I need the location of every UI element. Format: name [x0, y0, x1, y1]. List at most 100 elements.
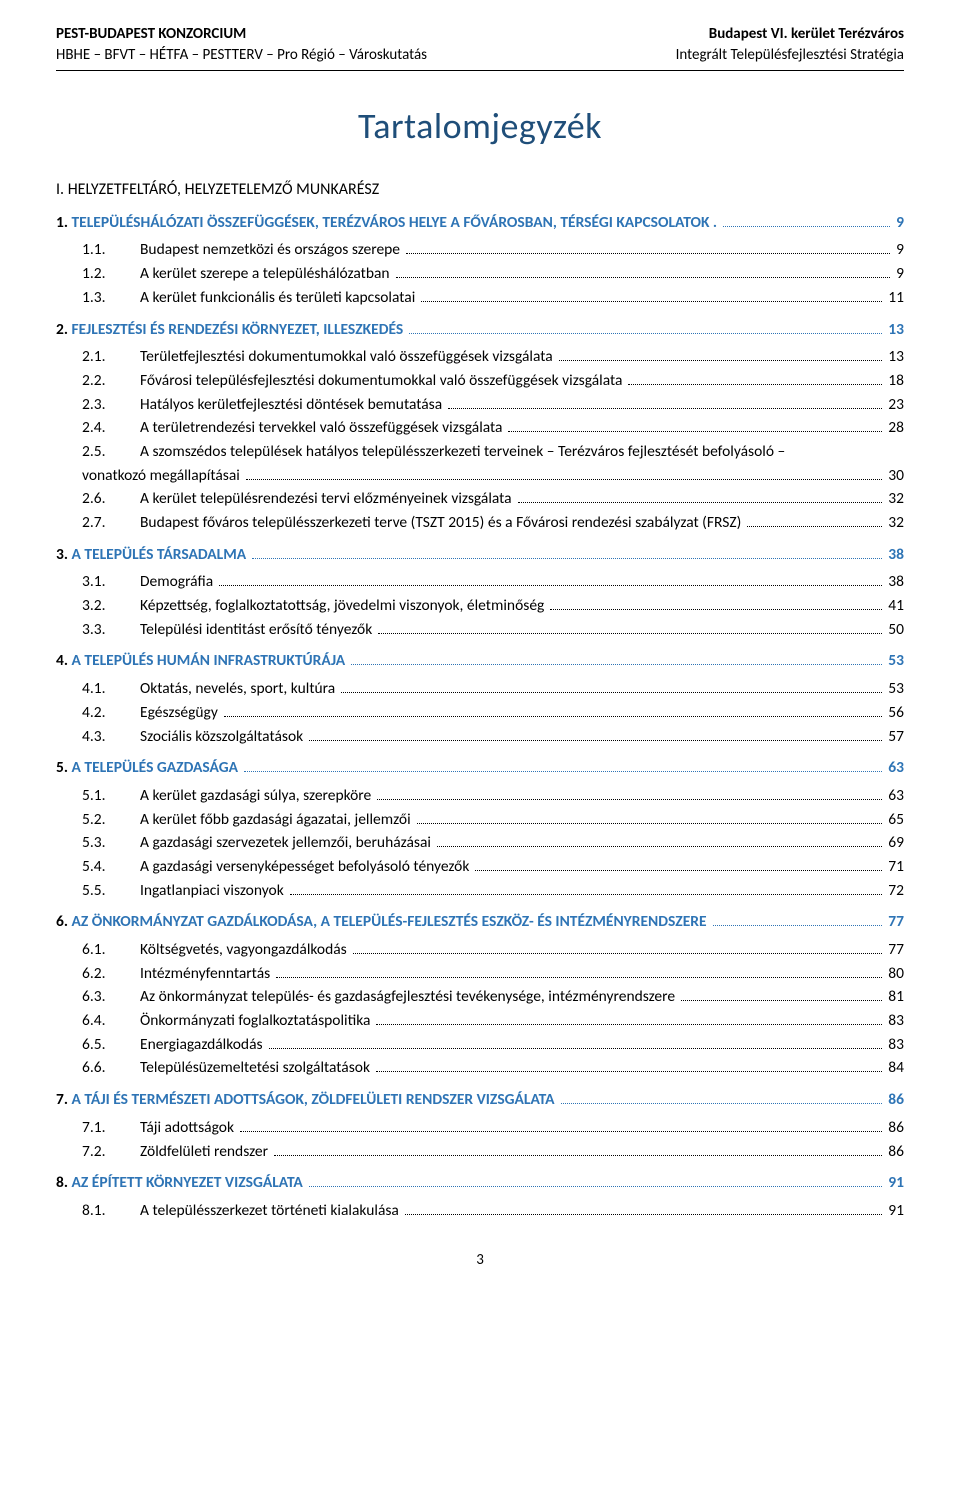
toc-subsection[interactable]: 6.2.Intézményfenntartás80	[56, 963, 904, 985]
toc-subsection-label: 8.1.A településszerkezet történeti kiala…	[82, 1200, 403, 1222]
toc-page-number: 86	[884, 1117, 904, 1139]
toc-leader-dots	[246, 466, 882, 479]
toc-page-number: 86	[884, 1141, 904, 1163]
toc-page-number: 63	[884, 757, 904, 779]
toc-page-number: 86	[884, 1089, 904, 1111]
toc-subsection-label: 3.1.Demográfia	[82, 571, 217, 593]
toc-leader-dots	[353, 941, 883, 954]
toc-subsection[interactable]: 2.6.A kerület településrendezési tervi e…	[56, 488, 904, 510]
toc-subsection[interactable]: 2.1.Területfejlesztési dokumentumokkal v…	[56, 346, 904, 368]
toc-page-number: 84	[884, 1057, 904, 1079]
toc-page-number: 23	[884, 394, 904, 416]
toc-section[interactable]: 3. A TELEPÜLÉS TÁRSADALMA38	[56, 544, 904, 566]
toc-section-label: 6. AZ ÖNKORMÁNYZAT GAZDÁLKODÁSA, A TELEP…	[56, 911, 711, 933]
toc-section-label: 2. FEJLESZTÉSI ÉS RENDEZÉSI KÖRNYEZET, I…	[56, 319, 407, 341]
toc-section[interactable]: 4. A TELEPÜLÉS HUMÁN INFRASTRUKTÚRÁJA53	[56, 650, 904, 672]
toc-page-number: 28	[884, 417, 904, 439]
toc-subsection-label: 7.2.Zöldfelületi rendszer	[82, 1141, 272, 1163]
toc-subsection[interactable]: 2.4.A területrendezési tervekkel való ös…	[56, 417, 904, 439]
toc-subsection[interactable]: 2.3.Hatályos kerületfejlesztési döntések…	[56, 394, 904, 416]
toc-page-number: 83	[884, 1034, 904, 1056]
toc-subsection[interactable]: 4.1.Oktatás, nevelés, sport, kultúra53	[56, 678, 904, 700]
toc-subsection[interactable]: 6.1.Költségvetés, vagyongazdálkodás77	[56, 939, 904, 961]
toc-subsection[interactable]: 7.2.Zöldfelületi rendszer 86	[56, 1141, 904, 1163]
toc-subsection[interactable]: 8.1.A településszerkezet történeti kiala…	[56, 1200, 904, 1222]
toc-subsection[interactable]: 1.2.A kerület szerepe a településhálózat…	[56, 263, 904, 285]
toc-subsection[interactable]: 6.3.Az önkormányzat település- és gazdas…	[56, 986, 904, 1008]
toc-subsection-label: 5.5.Ingatlanpiaci viszonyok	[82, 880, 288, 902]
toc-leader-dots	[224, 704, 882, 717]
toc-subsection[interactable]: 6.4.Önkormányzati foglalkoztatáspolitika…	[56, 1010, 904, 1032]
toc-subsection[interactable]: 1.3.A kerület funkcionális és területi k…	[56, 287, 904, 309]
toc-subsection-continuation[interactable]: vonatkozó megállapításai30	[56, 465, 904, 487]
toc-leader-dots	[723, 214, 890, 227]
toc-page-number: 9	[892, 212, 904, 234]
toc-subsection-label: 2.4.A területrendezési tervekkel való ös…	[82, 417, 506, 439]
toc-page-number: 32	[884, 512, 904, 534]
toc-leader-dots	[290, 881, 883, 894]
toc-leader-dots	[681, 988, 882, 1001]
toc-leader-dots	[378, 621, 882, 634]
toc-leader-dots	[518, 490, 883, 503]
toc-page-number: 91	[884, 1200, 904, 1222]
toc-page-number: 32	[884, 488, 904, 510]
toc-leader-dots	[276, 965, 882, 978]
toc-subsection-label: 2.3.Hatályos kerületfejlesztési döntések…	[82, 394, 446, 416]
toc-page-number: 83	[884, 1010, 904, 1032]
toc-leader-dots	[406, 241, 890, 254]
page-title: Tartalomjegyzék	[56, 101, 904, 151]
toc-page-number: 77	[884, 939, 904, 961]
toc-section[interactable]: 7. A TÁJI ÉS TERMÉSZETI ADOTTSÁGOK, ZÖLD…	[56, 1089, 904, 1111]
toc-subsection-label: 1.3.A kerület funkcionális és területi k…	[82, 287, 419, 309]
toc-leader-dots	[561, 1091, 883, 1104]
toc-page-number: 41	[884, 595, 904, 617]
toc-subsection-label: 6.5.Energiagazdálkodás	[82, 1034, 267, 1056]
toc-section[interactable]: 8. AZ ÉPÍTETT KÖRNYEZET VIZSGÁLATA91	[56, 1172, 904, 1194]
toc-section[interactable]: 5. A TELEPÜLÉS GAZDASÁGA63	[56, 757, 904, 779]
toc-page-number: 9	[892, 239, 904, 261]
toc-subsection[interactable]: 5.5.Ingatlanpiaci viszonyok72	[56, 880, 904, 902]
toc-section[interactable]: 6. AZ ÖNKORMÁNYZAT GAZDÁLKODÁSA, A TELEP…	[56, 911, 904, 933]
toc-subsection-label: 6.2.Intézményfenntartás	[82, 963, 274, 985]
toc-leader-dots	[550, 597, 882, 610]
toc-subsection[interactable]: 5.3.A gazdasági szervezetek jellemzői, b…	[56, 832, 904, 854]
toc-subsection-label: 2.6.A kerület településrendezési tervi e…	[82, 488, 516, 510]
toc-subsection[interactable]: 5.4.A gazdasági versenyképességet befoly…	[56, 856, 904, 878]
toc-subsection[interactable]: 3.2.Képzettség, foglalkoztatottság, jöve…	[56, 595, 904, 617]
toc-section[interactable]: 2. FEJLESZTÉSI ÉS RENDEZÉSI KÖRNYEZET, I…	[56, 319, 904, 341]
toc-subsection[interactable]: 1.1.Budapest nemzetközi és országos szer…	[56, 239, 904, 261]
toc-subsection-label: 5.4.A gazdasági versenyképességet befoly…	[82, 856, 473, 878]
toc-leader-dots	[508, 419, 882, 432]
doc-header-top: PEST-BUDAPEST KONZORCIUM Budapest VI. ke…	[56, 24, 904, 45]
toc-subsection[interactable]: 6.5.Energiagazdálkodás 83	[56, 1034, 904, 1056]
toc-subsection[interactable]: 2.2.Fővárosi településfejlesztési dokume…	[56, 370, 904, 392]
header-right-top: Budapest VI. kerület Terézváros	[709, 24, 904, 45]
toc-leader-dots	[274, 1142, 882, 1155]
toc-subsection[interactable]: 2.7.Budapest főváros településszerkezeti…	[56, 512, 904, 534]
toc-page-number: 50	[884, 619, 904, 641]
toc-subsection[interactable]: 2.5.A szomszédos települések hatályos te…	[56, 441, 904, 463]
toc-page-number: 53	[884, 650, 904, 672]
toc-subsection[interactable]: 3.3.Települési identitást erősítő tényez…	[56, 619, 904, 641]
toc-leader-dots	[244, 759, 882, 772]
toc-subsection[interactable]: 6.6.Településüzemeltetési szolgáltatások…	[56, 1057, 904, 1079]
toc-subsection[interactable]: 7.1.Táji adottságok86	[56, 1117, 904, 1139]
toc-subsection-label: vonatkozó megállapításai	[82, 465, 244, 487]
toc-subsection[interactable]: 5.2.A kerület főbb gazdasági ágazatai, j…	[56, 809, 904, 831]
toc-leader-dots	[417, 810, 883, 823]
toc-leader-dots	[409, 320, 882, 333]
toc-page-number: 57	[884, 726, 904, 748]
toc-subsection[interactable]: 4.3.Szociális közszolgáltatások57	[56, 726, 904, 748]
header-right-sub: Integrált Településfejlesztési Stratégia	[676, 45, 904, 66]
toc-subsection[interactable]: 3.1.Demográfia 38	[56, 571, 904, 593]
toc-subsection[interactable]: 5.1.A kerület gazdasági súlya, szerepkör…	[56, 785, 904, 807]
toc-page-number: 13	[884, 346, 904, 368]
toc-section[interactable]: 1. TELEPÜLÉSHÁLÓZATI ÖSSZEFÜGGÉSEK, TERÉ…	[56, 212, 904, 234]
toc-subsection[interactable]: 4.2.Egészségügy56	[56, 702, 904, 724]
toc-subsection-label: 1.2.A kerület szerepe a településhálózat…	[82, 263, 394, 285]
toc-subsection-label: 1.1.Budapest nemzetközi és országos szer…	[82, 239, 404, 261]
toc-page-number: 53	[884, 678, 904, 700]
toc-page-number: 38	[884, 571, 904, 593]
toc-page-number: 81	[884, 986, 904, 1008]
toc-leader-dots	[269, 1036, 883, 1049]
